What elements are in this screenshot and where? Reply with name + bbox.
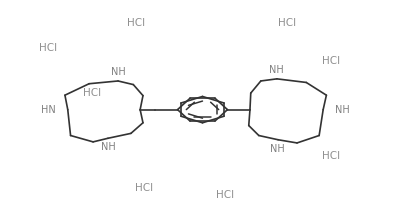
Text: NH: NH (270, 144, 285, 154)
Text: NH: NH (111, 67, 126, 77)
Text: HCl: HCl (38, 43, 57, 53)
Text: HCl: HCl (215, 189, 234, 200)
Text: HCl: HCl (322, 151, 340, 161)
Text: NH: NH (101, 142, 116, 152)
Text: NH: NH (269, 65, 284, 75)
Text: HN: HN (41, 105, 56, 115)
Text: HCl: HCl (127, 18, 145, 28)
Text: HCl: HCl (322, 56, 340, 66)
Text: HCl: HCl (135, 183, 153, 193)
Text: HCl: HCl (278, 18, 296, 28)
Text: NH: NH (335, 105, 350, 115)
Text: HCl: HCl (83, 88, 101, 98)
